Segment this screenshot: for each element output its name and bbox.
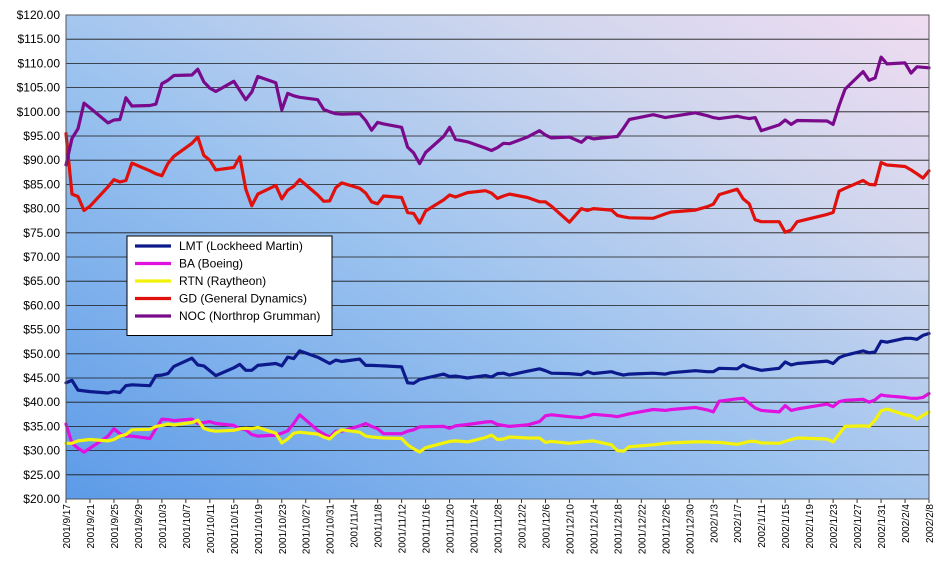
x-tick-label: 2001/12/14 — [589, 504, 600, 554]
y-tick-label: $75.00 — [23, 226, 60, 240]
y-tick-label: $50.00 — [23, 347, 60, 361]
y-tick-label: $95.00 — [23, 129, 60, 143]
x-tick-label: 2002/1/3 — [709, 504, 720, 543]
x-tick-label: 2001/10/15 — [230, 504, 241, 554]
x-tick-label: 2001/12/10 — [565, 504, 576, 554]
x-tick-label: 2001/11/28 — [494, 504, 505, 554]
x-tick-label: 2002/1/11 — [757, 504, 768, 548]
x-tick-label: 2002/1/23 — [829, 504, 840, 549]
series-line-4 — [64, 55, 931, 167]
x-tick-label: 2002/1/27 — [853, 504, 864, 549]
y-tick-label: $70.00 — [23, 250, 60, 264]
legend-box — [126, 235, 333, 336]
plot-area-border — [65, 14, 930, 500]
legend-label: GD (General Dynamics) — [179, 292, 307, 306]
x-tick-label: 2001/12/26 — [661, 504, 672, 554]
x-tick-label: 2001/11/20 — [446, 504, 457, 554]
y-tick-label: $110.00 — [18, 56, 61, 70]
legend: LMT (Lockheed Martin) BA (Boeing) RTN (Ray… — [126, 235, 333, 336]
x-tick-label: 2001/10/19 — [254, 504, 265, 554]
x-tick-label: 2001/10/7 — [182, 504, 193, 549]
x-tick-label: 2001/11/16 — [422, 504, 433, 554]
y-tick-label: $105.00 — [17, 81, 61, 95]
y-tick-label: $40.00 — [23, 395, 60, 409]
y-tick-label: $100.00 — [17, 105, 61, 119]
legend-label: BA (Boeing) — [179, 257, 243, 271]
x-tick-label: 2002/2/4 — [901, 504, 912, 543]
x-tick-label: 2001/12/30 — [685, 504, 696, 554]
x-tick-label: 2001/9/25 — [110, 504, 121, 549]
x-tick-label: 2001/10/23 — [278, 504, 289, 554]
y-tick-label: $35.00 — [23, 419, 60, 433]
x-tick-label: 2001/9/17 — [62, 504, 73, 549]
x-tick-label: 2001/12/2 — [517, 504, 528, 549]
y-tick-label: $30.00 — [23, 444, 60, 458]
x-tick-label: 2002/1/7 — [733, 504, 744, 543]
x-tick-label: 2002/1/15 — [781, 504, 792, 549]
x-axis-ticks: 2001/9/17 2001/9/21 2001/9/25 2001/9/29 2001… — [62, 499, 936, 554]
x-tick-label: 2001/10/27 — [302, 504, 313, 554]
x-tick-label: 2002/1/19 — [805, 504, 816, 549]
y-tick-label: $90.00 — [23, 153, 60, 167]
y-tick-label: $85.00 — [23, 177, 60, 191]
y-tick-label: $55.00 — [23, 323, 60, 337]
y-tick-label: $20.00 — [23, 492, 60, 506]
x-tick-label: 2001/10/11 — [206, 504, 217, 554]
x-tick-label: 2001/12/6 — [541, 504, 552, 549]
x-tick-label: 2001/10/3 — [158, 504, 169, 549]
y-tick-label: $120.00 — [17, 8, 61, 22]
y-axis-ticks: $20.00 $25.00 $30.00 $35.00 $40.00 $45.00 $50.… — [17, 8, 61, 506]
x-tick-label: 2001/12/22 — [637, 504, 648, 554]
legend-label: NOC (Northrop Grumman) — [179, 309, 320, 323]
x-tick-label: 2001/11/4 — [350, 504, 361, 548]
x-tick-label: 2001/11/12 — [398, 504, 409, 554]
x-tick-label: 2001/9/21 — [86, 504, 97, 549]
y-tick-label: $45.00 — [23, 371, 60, 385]
series-lines — [64, 55, 931, 454]
x-tick-label: 2001/9/29 — [134, 504, 145, 549]
legend-label: LMT (Lockheed Martin) — [179, 239, 303, 253]
x-tick-label: 2002/1/31 — [877, 504, 888, 549]
x-tick-label: 2001/10/31 — [326, 504, 337, 554]
series-line-3 — [64, 132, 931, 234]
x-tick-label: 2001/12/18 — [613, 504, 624, 554]
y-tick-label: $60.00 — [23, 298, 60, 312]
legend-label: RTN (Raytheon) — [179, 274, 266, 288]
series-line-2 — [64, 407, 931, 454]
x-tick-label: 2001/11/24 — [470, 504, 481, 554]
x-tick-label: 2002/2/8 — [925, 504, 936, 543]
y-tick-label: $65.00 — [23, 274, 60, 288]
x-tick-label: 2001/11/8 — [374, 504, 385, 548]
y-tick-label: $25.00 — [23, 468, 60, 482]
series-line-0 — [64, 331, 931, 395]
y-tick-label: $80.00 — [23, 202, 60, 216]
y-tick-label: $115.00 — [18, 32, 61, 46]
